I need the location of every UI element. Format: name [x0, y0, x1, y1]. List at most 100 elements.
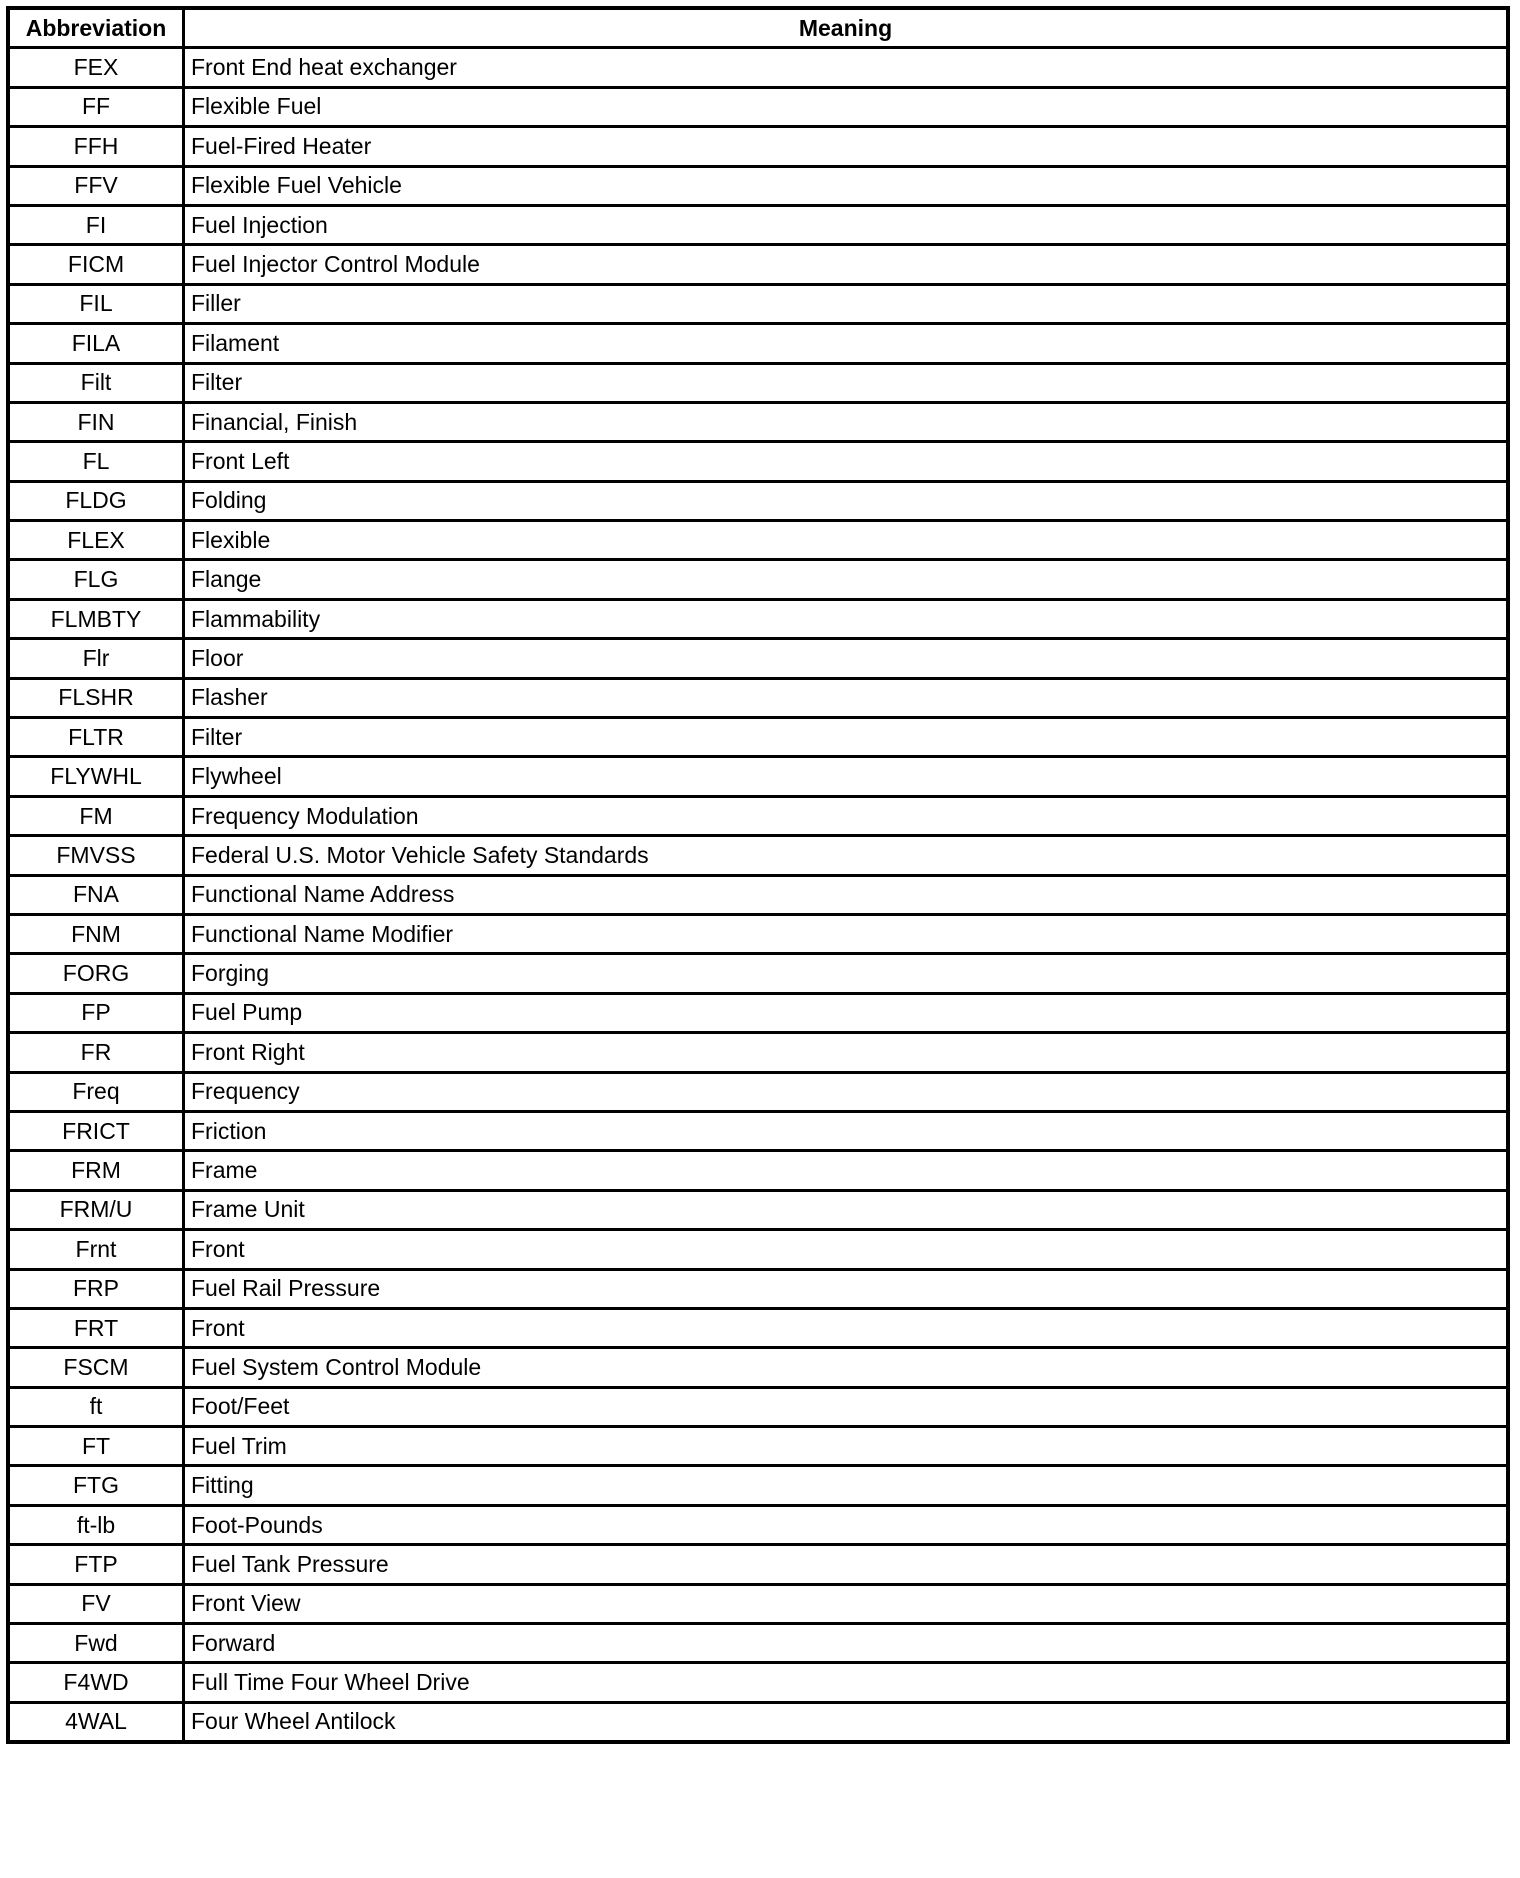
- table-row: FI Fuel Injection: [6, 203, 1510, 247]
- table-row: FMVSS Federal U.S. Motor Vehicle Safety S…: [6, 834, 1510, 877]
- abbreviation-cell: FORG: [6, 952, 185, 995]
- meaning-cell: Functional Name Address: [182, 873, 1510, 916]
- abbreviation-cell: FLDG: [6, 479, 185, 523]
- abbreviation-cell: FSCM: [6, 1346, 185, 1389]
- table-row: FTG Fitting: [6, 1464, 1510, 1507]
- table-row: FIL Filler: [6, 282, 1510, 326]
- abbreviation-cell: FF: [6, 85, 185, 129]
- abbreviation-cell: FNA: [6, 873, 185, 916]
- header-meaning: Meaning: [182, 6, 1510, 50]
- table-row: 4WAL Four Wheel Antilock: [6, 1700, 1510, 1744]
- meaning-cell: Foot-Pounds: [182, 1503, 1510, 1547]
- abbreviation-cell: FT: [6, 1425, 185, 1468]
- meaning-cell: Fuel Tank Pressure: [182, 1543, 1510, 1586]
- meaning-cell: Flammability: [182, 597, 1510, 641]
- meaning-cell: Financial, Finish: [182, 400, 1510, 444]
- table-row: FLMBTY Flammability: [6, 597, 1510, 641]
- abbreviation-cell: ft-lb: [6, 1503, 185, 1547]
- meaning-cell: Front: [182, 1306, 1510, 1350]
- abbreviation-cell: FRM/U: [6, 1188, 185, 1232]
- meaning-cell: Federal U.S. Motor Vehicle Safety Standa…: [182, 834, 1510, 877]
- abbreviation-cell: FRM: [6, 1149, 185, 1192]
- meaning-cell: Frequency Modulation: [182, 794, 1510, 838]
- meaning-cell: Fuel Injection: [182, 203, 1510, 247]
- meaning-cell: Frame: [182, 1149, 1510, 1192]
- abbreviation-cell: FLSHR: [6, 676, 185, 720]
- table-row: F4WD Full Time Four Wheel Drive: [6, 1661, 1510, 1704]
- table-row: FF Flexible Fuel: [6, 85, 1510, 129]
- meaning-cell: Front Left: [182, 440, 1510, 483]
- abbreviation-cell: FNM: [6, 912, 185, 956]
- meaning-cell: Front: [182, 1228, 1510, 1271]
- meaning-cell: Foot/Feet: [182, 1385, 1510, 1429]
- abbreviation-cell: FI: [6, 203, 185, 247]
- abbreviation-cell: FTP: [6, 1543, 185, 1586]
- abbreviation-cell: FFH: [6, 125, 185, 168]
- meaning-cell: Fuel-Fired Heater: [182, 125, 1510, 168]
- abbreviation-cell: FLMBTY: [6, 597, 185, 641]
- table-row: FLG Flange: [6, 558, 1510, 601]
- abbreviation-cell: F4WD: [6, 1661, 185, 1704]
- meaning-cell: Fuel Trim: [182, 1425, 1510, 1468]
- abbreviation-table: Abbreviation Meaning FEX Front End heat e…: [6, 6, 1510, 1745]
- meaning-cell: Filament: [182, 322, 1510, 365]
- abbreviation-cell: Filt: [6, 361, 185, 404]
- meaning-cell: Flexible Fuel Vehicle: [182, 164, 1510, 207]
- meaning-cell: Filler: [182, 282, 1510, 326]
- table-row: FM Frequency Modulation: [6, 794, 1510, 838]
- meaning-cell: Floor: [182, 637, 1510, 680]
- table-row: ft Foot/Feet: [6, 1385, 1510, 1429]
- abbreviation-cell: Fwd: [6, 1622, 185, 1665]
- table-row: FLEX Flexible: [6, 519, 1510, 562]
- table-row: FLSHR Flasher: [6, 676, 1510, 720]
- meaning-cell: Filter: [182, 716, 1510, 759]
- abbreviation-cell: FRT: [6, 1306, 185, 1350]
- table-row: ft-lb Foot-Pounds: [6, 1503, 1510, 1547]
- table-row: Fwd Forward: [6, 1622, 1510, 1665]
- table-row: FRP Fuel Rail Pressure: [6, 1267, 1510, 1310]
- abbreviation-cell: FP: [6, 991, 185, 1035]
- table-row: FRM/U Frame Unit: [6, 1188, 1510, 1232]
- table-body: FEX Front End heat exchanger FF Flexible Fu…: [6, 46, 1510, 1744]
- abbreviation-cell: FV: [6, 1582, 185, 1626]
- table-row: FRM Frame: [6, 1149, 1510, 1192]
- table-row: Frnt Front: [6, 1228, 1510, 1271]
- table-row: FL Front Left: [6, 440, 1510, 483]
- table-row: FR Front Right: [6, 1031, 1510, 1074]
- table-row: Freq Frequency: [6, 1070, 1510, 1113]
- table-row: Filt Filter: [6, 361, 1510, 404]
- meaning-cell: Flexible: [182, 519, 1510, 562]
- abbreviation-cell: Freq: [6, 1070, 185, 1113]
- header-abbreviation: Abbreviation: [6, 6, 185, 50]
- meaning-cell: Front End heat exchanger: [182, 46, 1510, 89]
- table-row: FICM Fuel Injector Control Module: [6, 243, 1510, 286]
- abbreviation-cell: FLEX: [6, 519, 185, 562]
- abbreviation-cell: FMVSS: [6, 834, 185, 877]
- table-row: FRICT Friction: [6, 1109, 1510, 1153]
- abbreviation-cell: FRP: [6, 1267, 185, 1310]
- abbreviation-cell: Frnt: [6, 1228, 185, 1271]
- table-row: FRT Front: [6, 1306, 1510, 1350]
- header-row: Abbreviation Meaning: [6, 6, 1510, 50]
- meaning-cell: Forward: [182, 1622, 1510, 1665]
- meaning-cell: Frequency: [182, 1070, 1510, 1113]
- table-row: Flr Floor: [6, 637, 1510, 680]
- abbreviation-cell: FFV: [6, 164, 185, 207]
- meaning-cell: Front View: [182, 1582, 1510, 1626]
- abbreviation-cell: FLYWHL: [6, 755, 185, 798]
- table-row: FT Fuel Trim: [6, 1425, 1510, 1468]
- meaning-cell: Fuel System Control Module: [182, 1346, 1510, 1389]
- abbreviation-cell: FIL: [6, 282, 185, 326]
- meaning-cell: Forging: [182, 952, 1510, 995]
- meaning-cell: Filter: [182, 361, 1510, 404]
- meaning-cell: Fitting: [182, 1464, 1510, 1507]
- meaning-cell: Fuel Rail Pressure: [182, 1267, 1510, 1310]
- meaning-cell: Fuel Injector Control Module: [182, 243, 1510, 286]
- meaning-cell: Frame Unit: [182, 1188, 1510, 1232]
- meaning-cell: Flange: [182, 558, 1510, 601]
- abbreviation-cell: FTG: [6, 1464, 185, 1507]
- abbreviation-cell: FR: [6, 1031, 185, 1074]
- meaning-cell: Folding: [182, 479, 1510, 523]
- abbreviation-cell: Flr: [6, 637, 185, 680]
- meaning-cell: Flywheel: [182, 755, 1510, 798]
